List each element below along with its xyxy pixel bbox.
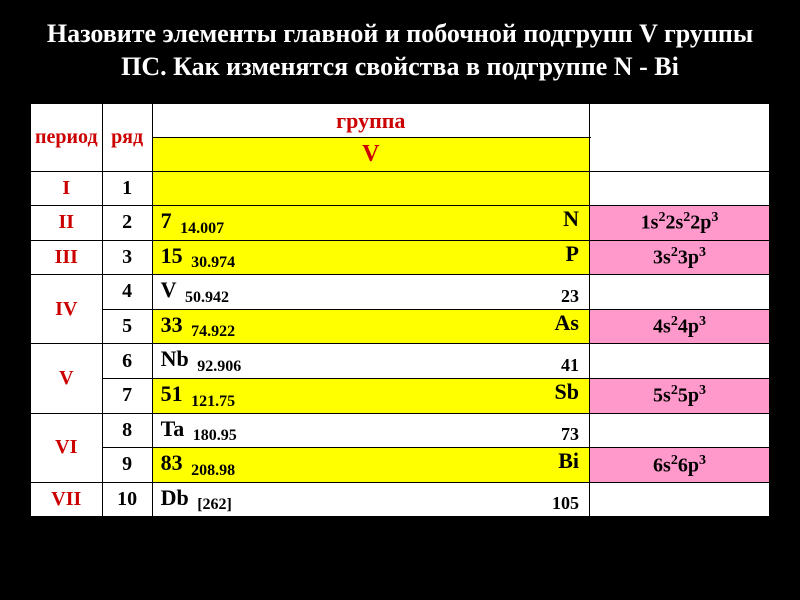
header-config (590, 104, 770, 172)
sym-db: Db (161, 485, 189, 511)
config-ta (590, 413, 770, 448)
cell-n: 7 14.007 N (152, 206, 589, 241)
period-5: V (31, 344, 103, 413)
z-p: 15 (161, 243, 183, 269)
row-4: 4 (102, 275, 152, 310)
z-n: 7 (161, 208, 172, 234)
slide-title: Назовите элементы главной и побочной под… (0, 0, 800, 95)
config-n: 1s22s22p3 (590, 206, 770, 241)
config-period1 (590, 172, 770, 206)
cell-nb: Nb 92.906 41 (152, 344, 589, 379)
sym-as: As (555, 310, 579, 336)
mass-db: [262] (197, 496, 232, 514)
mass-p: 30.974 (191, 254, 235, 272)
sym-v: V (161, 277, 177, 303)
header-period: период (31, 104, 103, 172)
z-ta: 73 (561, 424, 579, 445)
config-db (590, 482, 770, 517)
mass-n: 14.007 (180, 220, 224, 238)
header-group: группа (152, 104, 589, 138)
row-1: 1 (102, 172, 152, 206)
z-nb: 41 (561, 355, 579, 376)
periodic-table: период ряд группа V I 1 II 2 7 (30, 103, 770, 517)
sym-p: P (566, 241, 579, 267)
cell-as: 33 74.922 As (152, 309, 589, 344)
config-nb (590, 344, 770, 379)
z-bi: 83 (161, 450, 183, 476)
header-group-number: V (152, 138, 589, 172)
period-7: VII (31, 482, 103, 517)
mass-as: 74.922 (191, 323, 235, 341)
cell-period1 (152, 172, 589, 206)
config-as: 4s24p3 (590, 309, 770, 344)
mass-sb: 121.75 (191, 393, 235, 411)
config-bi: 6s26p3 (590, 448, 770, 483)
sym-nb: Nb (161, 346, 189, 372)
sym-n: N (563, 206, 579, 232)
period-6: VI (31, 413, 103, 482)
sym-bi: Bi (558, 448, 579, 474)
sym-ta: Ta (161, 416, 185, 442)
row-3: 3 (102, 240, 152, 275)
cell-sb: 51 121.75 Sb (152, 378, 589, 413)
sym-sb: Sb (555, 379, 579, 405)
mass-ta: 180.95 (193, 427, 237, 445)
cell-bi: 83 208.98 Bi (152, 448, 589, 483)
cell-db: Db [262] 105 (152, 482, 589, 517)
z-v: 23 (561, 286, 579, 307)
z-sb: 51 (161, 381, 183, 407)
period-4: IV (31, 275, 103, 344)
config-p: 3s23p3 (590, 240, 770, 275)
cell-p: 15 30.974 P (152, 240, 589, 275)
row-2: 2 (102, 206, 152, 241)
row-5: 5 (102, 309, 152, 344)
header-row: ряд (102, 104, 152, 172)
config-sb: 5s25p3 (590, 378, 770, 413)
cell-v: V 50.942 23 (152, 275, 589, 310)
period-3: III (31, 240, 103, 275)
row-8: 8 (102, 413, 152, 448)
cell-ta: Ta 180.95 73 (152, 413, 589, 448)
mass-bi: 208.98 (191, 462, 235, 480)
row-9: 9 (102, 448, 152, 483)
z-as: 33 (161, 312, 183, 338)
config-v (590, 275, 770, 310)
z-db: 105 (552, 493, 579, 514)
mass-nb: 92.906 (197, 358, 241, 376)
period-1: I (31, 172, 103, 206)
mass-v: 50.942 (185, 289, 229, 307)
row-7: 7 (102, 378, 152, 413)
period-2: II (31, 206, 103, 241)
row-10: 10 (102, 482, 152, 517)
row-6: 6 (102, 344, 152, 379)
